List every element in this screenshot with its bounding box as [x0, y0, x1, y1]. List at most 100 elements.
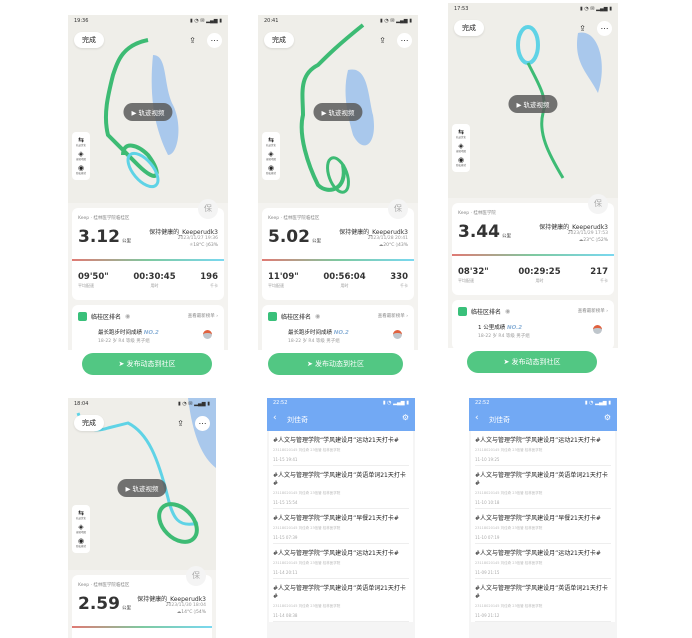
list-item[interactable]: #人文与管理学院“学风建设月”运动21天打卡# 23118020145 刘佳奇 2…	[475, 431, 611, 466]
play-icon: ▶	[125, 485, 133, 493]
weather: ☁20°C ◊43%	[378, 243, 408, 248]
view-leaderboard-link[interactable]: 查看最新榜单 ›	[377, 314, 408, 319]
item-title: #人文与管理学院“学风建设月”英语单词21天打卡#	[273, 472, 406, 487]
edit-map-button[interactable]: ◈ 编辑地图	[452, 142, 470, 154]
track-video-button[interactable]: ▶ 轨迹视频	[508, 95, 558, 113]
view-leaderboard-link[interactable]: 查看最新榜单 ›	[187, 314, 218, 319]
track-optimize-button[interactable]: ⇆ 轨迹优化	[262, 136, 280, 148]
layers-icon: ◈	[268, 150, 274, 158]
done-button[interactable]: 完成	[74, 415, 104, 431]
post-to-community-button[interactable]: ➤ 发布动态到社区	[467, 351, 597, 373]
record-rank: NO.2	[333, 330, 349, 336]
track-video-button[interactable]: ▶ 轨迹视频	[117, 479, 167, 497]
settings-icon[interactable]: ⚙	[603, 413, 611, 422]
track-video-button[interactable]: ▶ 轨迹视频	[123, 103, 173, 121]
track-optimize-button[interactable]: ⇆ 轨迹优化	[72, 136, 90, 148]
checkin-list-screen: 22:52 ▮ ◔ ▂▄▆ ▮ ‹ 刘佳奇 ⚙ #人文与管理学院“学风建设月”运动21天…	[267, 398, 415, 638]
done-button[interactable]: 完成	[264, 32, 294, 48]
list-item[interactable]: #人文与管理学院“学风建设月”英语单词21天打卡# 23118020145 刘佳奇…	[475, 579, 611, 622]
list-item[interactable]: #人文与管理学院“学风建设月”早餐21天打卡# 23118020145 刘佳奇 2…	[475, 509, 611, 544]
item-title: #人文与管理学院“学风建设月”英语单词21天打卡#	[475, 585, 608, 600]
more-icon[interactable]: ⋯	[597, 21, 612, 36]
share-icon[interactable]: ⇪	[379, 36, 386, 45]
source-label: Keep · 桂林医学院临桂区	[78, 216, 130, 221]
tool-label: 隐私模式	[75, 545, 86, 548]
weather: ☁23°C ◊52%	[578, 238, 608, 243]
item-meta: 23118020145 刘佳奇 23信管 桂林医学院	[475, 561, 543, 565]
layers-icon: ◈	[78, 150, 84, 158]
checkin-list: #人文与管理学院“学风建设月”运动21天打卡# 23118020145 刘佳奇 2…	[269, 431, 413, 622]
calorie-label: 千卡	[600, 278, 608, 283]
ranking-title: 临桂区排名 ◉	[78, 312, 130, 321]
record-name: 最长跑步时间成绩	[288, 330, 333, 336]
list-item[interactable]: #人文与管理学院“学风建设月”早餐21天打卡# 23118020145 刘佳奇 2…	[273, 509, 409, 544]
map-tools: ⇆ 轨迹优化 ◈ 编辑地图 ◉ 隐私模式	[72, 132, 90, 180]
ranking-card[interactable]: 临桂区排名 ◉ 查看最新榜单 › 最长跑步时间成绩 NO.2 18-22 岁 R4…	[72, 305, 224, 350]
privacy-button[interactable]: ◉ 隐私模式	[72, 164, 90, 176]
done-button[interactable]: 完成	[74, 32, 104, 48]
run-stats-card: Keep · 桂林医学院临桂区 2.59 公里 保持健康的_Keeperudk3 …	[72, 575, 212, 638]
track-video-button[interactable]: ▶ 轨迹视频	[313, 103, 363, 121]
item-date: 11-14 20:11	[273, 570, 298, 575]
save-badge[interactable]: 保	[388, 199, 408, 219]
settings-icon[interactable]: ⚙	[401, 413, 409, 422]
save-badge[interactable]: 保	[198, 199, 218, 219]
list-item[interactable]: #人文与管理学院“学风建设月”英语单词21天打卡# 23118020145 刘佳奇…	[273, 466, 409, 509]
track-optimize-button[interactable]: ⇆ 轨迹优化	[72, 509, 90, 521]
share-icon[interactable]: ⇪	[177, 419, 184, 428]
save-badge[interactable]: 保	[186, 566, 206, 586]
list-item[interactable]: #人文与管理学院“学风建设月”运动21天打卡# 23118020145 刘佳奇 2…	[273, 544, 409, 579]
edit-map-button[interactable]: ◈ 编辑地图	[72, 150, 90, 162]
status-icons: ▮ ◔ ▂▄▆ ▮	[382, 400, 409, 406]
list-item[interactable]: #人文与管理学院“学风建设月”运动21天打卡# 23118020145 刘佳奇 2…	[475, 544, 611, 579]
status-time: 18:04	[74, 401, 89, 407]
item-meta: 23118020145 刘佳奇 23信管 桂林医学院	[475, 526, 543, 530]
track-video-label: 轨迹视频	[138, 109, 165, 117]
privacy-button[interactable]: ◉ 隐私模式	[72, 537, 90, 549]
list-item[interactable]: #人文与管理学院“学风建设月”英语单词21天打卡# 23118020145 刘佳奇…	[273, 579, 409, 622]
run-stats-card: Keep · 桂林医学院临桂区 5.02 公里 保持健康的_Keeperudk3 …	[262, 208, 414, 300]
status-time: 20:41	[264, 18, 279, 24]
more-icon[interactable]: ⋯	[195, 416, 210, 431]
item-date: 11-09 21:12	[475, 613, 500, 618]
more-icon[interactable]: ⋯	[207, 33, 222, 48]
share-icon[interactable]: ⇪	[579, 24, 586, 33]
play-icon: ▶	[131, 109, 139, 117]
post-to-community-button[interactable]: ➤ 发布动态到社区	[268, 353, 403, 375]
item-title: #人文与管理学院“学风建设月”运动21天打卡#	[273, 550, 399, 557]
privacy-button[interactable]: ◉ 隐私模式	[262, 164, 280, 176]
view-leaderboard-link[interactable]: 查看最新榜单 ›	[577, 309, 608, 314]
save-badge[interactable]: 保	[588, 194, 608, 214]
post-label: 发布动态到社区	[511, 358, 561, 366]
medal-icon	[203, 330, 212, 339]
item-date: 11-09 21:15	[475, 570, 500, 575]
list-item[interactable]: #人文与管理学院“学风建设月”英语单词21天打卡# 23118020145 刘佳奇…	[475, 466, 611, 509]
medal-icon	[393, 330, 402, 339]
distance: 3.44 公里	[458, 222, 511, 242]
back-icon[interactable]: ‹	[475, 413, 479, 423]
ranking-card[interactable]: 临桂区排名 ◉ 查看最新榜单 › 最长跑步时间成绩 NO.2 18-22 岁 R4…	[262, 305, 414, 350]
ranking-card[interactable]: 临桂区排名 ◉ 查看最新榜单 › 1 公里成绩 NO.2 18-22 岁 R4 等…	[452, 300, 614, 348]
tool-label: 编辑地图	[75, 158, 86, 161]
share-icon[interactable]: ⇪	[189, 36, 196, 45]
item-title: #人文与管理学院“学风建设月”运动21天打卡#	[475, 550, 601, 557]
source-label: Keep · 桂林医学院临桂区	[78, 583, 130, 588]
pace-gradient-bar	[72, 626, 212, 628]
more-icon[interactable]: ⋯	[397, 33, 412, 48]
track-video-label: 轨迹视频	[328, 109, 355, 117]
edit-map-button[interactable]: ◈ 编辑地图	[72, 523, 90, 535]
calorie-value: 330	[390, 272, 408, 282]
privacy-button[interactable]: ◉ 隐私模式	[452, 156, 470, 168]
back-icon[interactable]: ‹	[273, 413, 277, 423]
page-title: 刘佳奇	[489, 416, 510, 424]
track-optimize-button[interactable]: ⇆ 轨迹优化	[452, 128, 470, 140]
post-to-community-button[interactable]: ➤ 发布动态到社区	[82, 353, 212, 375]
done-button[interactable]: 完成	[454, 20, 484, 36]
username: 保持健康的_Keeperudk3	[149, 229, 218, 236]
item-date: 11-10 07:19	[475, 535, 500, 540]
status-icons: ▮ ◔ ✉ ▂▄▆ ▮	[380, 18, 412, 24]
edit-map-button[interactable]: ◈ 编辑地图	[262, 150, 280, 162]
list-item[interactable]: #人文与管理学院“学风建设月”运动21天打卡# 23118020145 刘佳奇 2…	[273, 431, 409, 466]
ranking-icon	[78, 312, 87, 321]
status-bar: 22:52 ▮ ◔ ▂▄▆ ▮	[273, 400, 409, 406]
